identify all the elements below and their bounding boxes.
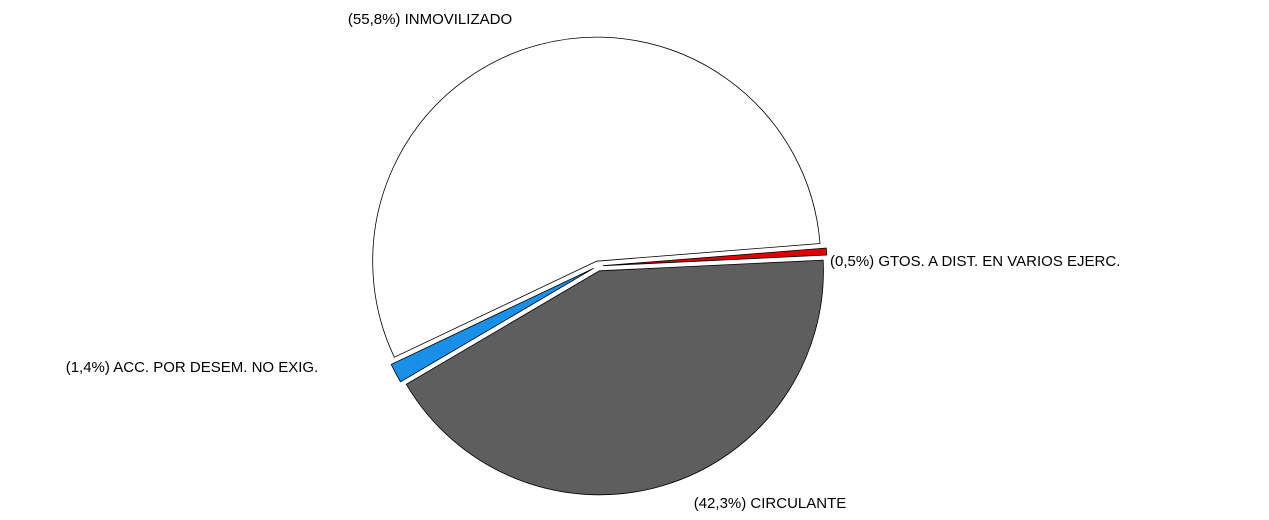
value-label: (42,3%) (694, 495, 747, 512)
slice-label: (0,5%) GTOS. A DIST. EN VARIOS EJERC. (830, 253, 1120, 270)
category-label: ACC. POR DESEM. NO EXIG. (113, 359, 318, 376)
value-label: (0,5%) (830, 253, 874, 270)
slice-label: (1,4%) ACC. POR DESEM. NO EXIG. (66, 359, 319, 376)
value-label: (55,8%) (348, 11, 401, 28)
category-label: INMOVILIZADO (405, 11, 513, 28)
pie-slice (390, 267, 594, 383)
slice-label: (55,8%) INMOVILIZADO (348, 11, 512, 28)
slice-label: (42,3%) CIRCULANTE (694, 495, 847, 512)
category-label: GTOS. A DIST. EN VARIOS EJERC. (878, 253, 1120, 270)
category-label: CIRCULANTE (750, 495, 846, 512)
pie-slice (405, 259, 824, 496)
value-label: (1,4%) (66, 359, 110, 376)
pie-slice (372, 36, 821, 358)
pie-slice (602, 247, 828, 267)
